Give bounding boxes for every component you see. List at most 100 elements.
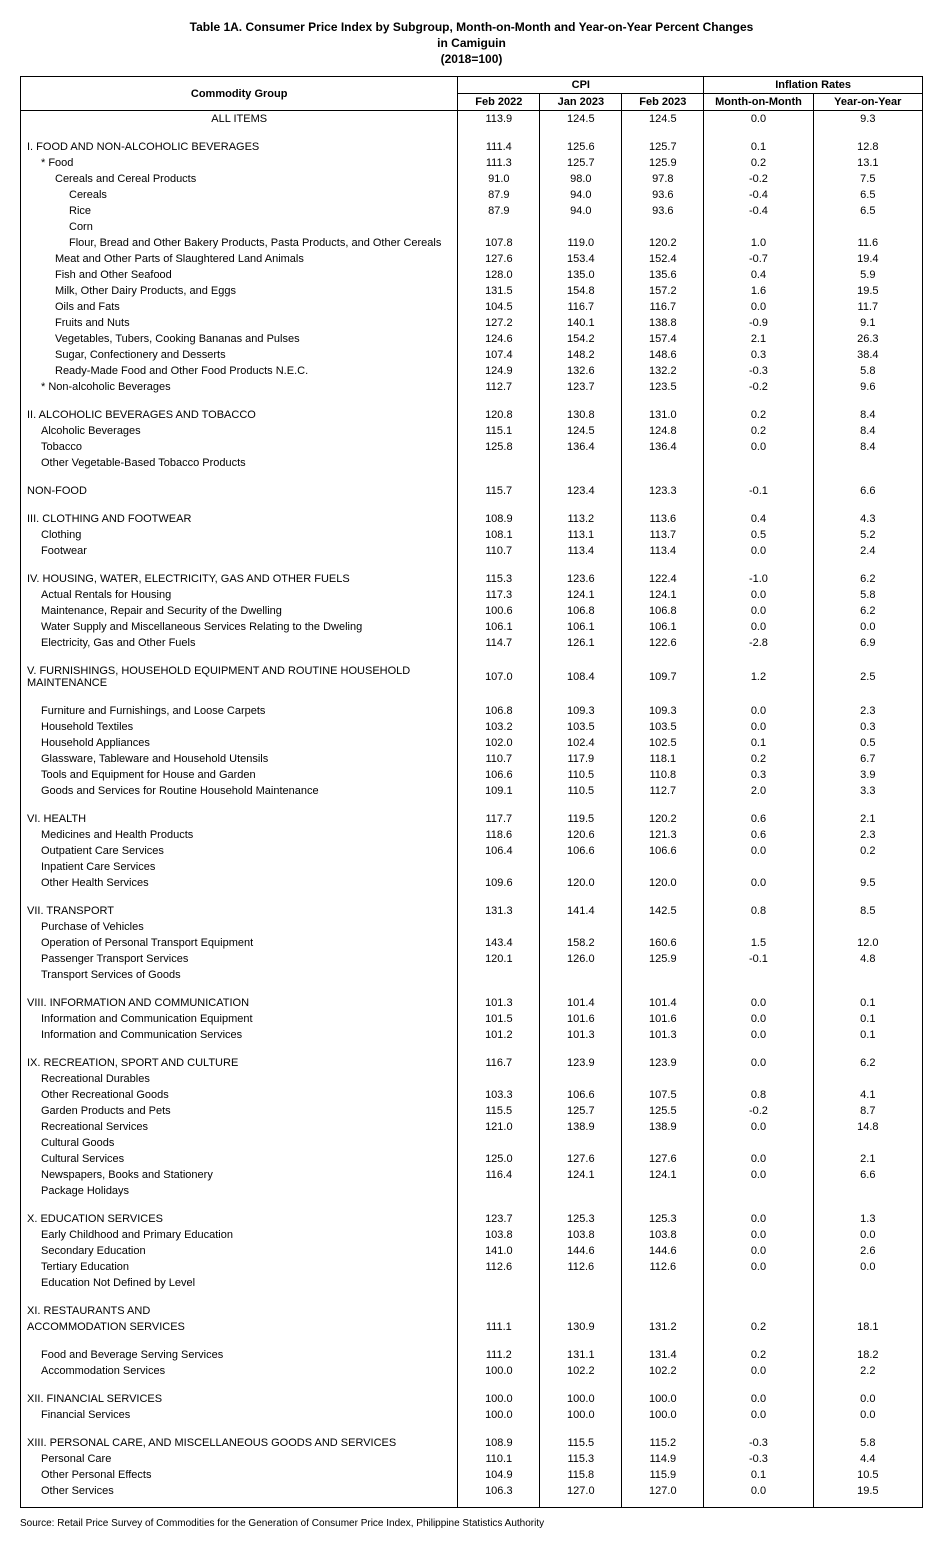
row-value <box>704 967 813 983</box>
table-row: Glassware, Tableware and Household Utens… <box>21 751 923 767</box>
row-value: 127.6 <box>622 1151 704 1167</box>
row-value: 141.0 <box>458 1243 540 1259</box>
row-value: 125.3 <box>622 1211 704 1227</box>
row-value: 110.8 <box>622 767 704 783</box>
table-row: Tobacco125.8136.4136.40.08.4 <box>21 439 923 455</box>
table-row <box>21 499 923 511</box>
table-row: Other Health Services109.6120.0120.00.09… <box>21 875 923 891</box>
row-label: II. ALCOHOLIC BEVERAGES AND TOBACCO <box>21 407 458 423</box>
row-value: 116.7 <box>458 1055 540 1071</box>
row-value: 158.2 <box>540 935 622 951</box>
row-label: Recreational Services <box>21 1119 458 1135</box>
row-value: 107.5 <box>622 1087 704 1103</box>
row-value: 9.3 <box>813 111 922 128</box>
row-label: Recreational Durables <box>21 1071 458 1087</box>
row-value: 19.5 <box>813 283 922 299</box>
row-value: 19.4 <box>813 251 922 267</box>
row-value: 113.7 <box>622 527 704 543</box>
row-value: 131.5 <box>458 283 540 299</box>
row-value: 6.5 <box>813 203 922 219</box>
table-row: II. ALCOHOLIC BEVERAGES AND TOBACCO120.8… <box>21 407 923 423</box>
row-value: 0.0 <box>704 995 813 1011</box>
table-row: * Non-alcoholic Beverages112.7123.7123.5… <box>21 379 923 395</box>
row-value: 0.3 <box>813 719 922 735</box>
row-value <box>622 455 704 471</box>
row-value: 160.6 <box>622 935 704 951</box>
row-value: 0.0 <box>704 1227 813 1243</box>
row-value: 108.9 <box>458 511 540 527</box>
row-label: VII. TRANSPORT <box>21 903 458 919</box>
row-value: 104.9 <box>458 1467 540 1483</box>
row-value: 5.9 <box>813 267 922 283</box>
row-value: 153.4 <box>540 251 622 267</box>
row-label: IX. RECREATION, SPORT AND CULTURE <box>21 1055 458 1071</box>
row-value: 0.0 <box>704 543 813 559</box>
table-row: Household Appliances102.0102.4102.50.10.… <box>21 735 923 751</box>
row-value: 0.0 <box>704 875 813 891</box>
row-value: 9.6 <box>813 379 922 395</box>
row-value <box>813 1071 922 1087</box>
row-value <box>704 455 813 471</box>
row-label: Cereals and Cereal Products <box>21 171 458 187</box>
row-value: 125.9 <box>622 155 704 171</box>
row-value: 125.5 <box>622 1103 704 1119</box>
col-commodity-group: Commodity Group <box>21 77 458 111</box>
row-value: 1.5 <box>704 935 813 951</box>
table-row: Recreational Durables <box>21 1071 923 1087</box>
row-value: 0.1 <box>813 1027 922 1043</box>
row-value: 102.2 <box>540 1363 622 1379</box>
row-label: Fish and Other Seafood <box>21 267 458 283</box>
row-value: 125.8 <box>458 439 540 455</box>
row-value: 130.9 <box>540 1319 622 1335</box>
row-value: 120.1 <box>458 951 540 967</box>
row-value: 106.1 <box>622 619 704 635</box>
row-value: 135.6 <box>622 267 704 283</box>
row-value: 87.9 <box>458 203 540 219</box>
row-value: 94.0 <box>540 203 622 219</box>
row-label: Financial Services <box>21 1407 458 1423</box>
row-value: 13.1 <box>813 155 922 171</box>
table-row: Package Holidays <box>21 1183 923 1199</box>
row-value: 38.4 <box>813 347 922 363</box>
row-value: -0.1 <box>704 483 813 499</box>
table-row: Newspapers, Books and Stationery116.4124… <box>21 1167 923 1183</box>
row-value: 11.6 <box>813 235 922 251</box>
row-label: Accommodation Services <box>21 1363 458 1379</box>
row-label: Package Holidays <box>21 1183 458 1199</box>
table-row: Other Vegetable-Based Tobacco Products <box>21 455 923 471</box>
row-value: 130.8 <box>540 407 622 423</box>
row-value <box>622 1071 704 1087</box>
row-value: 8.4 <box>813 439 922 455</box>
row-value: 0.3 <box>704 347 813 363</box>
row-label: Cereals <box>21 187 458 203</box>
row-value: 115.3 <box>540 1451 622 1467</box>
table-row: Oils and Fats104.5116.7116.70.011.7 <box>21 299 923 315</box>
row-value: 131.0 <box>622 407 704 423</box>
row-value: 106.1 <box>458 619 540 635</box>
row-label: IV. HOUSING, WATER, ELECTRICITY, GAS AND… <box>21 571 458 587</box>
row-label: Medicines and Health Products <box>21 827 458 843</box>
row-value <box>540 219 622 235</box>
row-label: III. CLOTHING AND FOOTWEAR <box>21 511 458 527</box>
row-value: 0.0 <box>704 1483 813 1508</box>
row-label: Flour, Bread and Other Bakery Products, … <box>21 235 458 251</box>
row-value: -0.4 <box>704 203 813 219</box>
col-feb23: Feb 2023 <box>622 94 704 111</box>
row-value: 148.2 <box>540 347 622 363</box>
row-value: 6.7 <box>813 751 922 767</box>
row-value: 120.0 <box>540 875 622 891</box>
row-value <box>704 859 813 875</box>
row-value: 106.1 <box>540 619 622 635</box>
row-value: 128.0 <box>458 267 540 283</box>
table-row: Cultural Services125.0127.6127.60.02.1 <box>21 1151 923 1167</box>
row-value: 100.0 <box>540 1407 622 1423</box>
row-value: 0.6 <box>704 811 813 827</box>
row-value: 118.6 <box>458 827 540 843</box>
row-value: 100.0 <box>622 1407 704 1423</box>
row-value <box>540 919 622 935</box>
row-value: 131.4 <box>622 1347 704 1363</box>
row-value: 108.1 <box>458 527 540 543</box>
row-value <box>540 967 622 983</box>
row-value: 114.9 <box>622 1451 704 1467</box>
row-value: 126.1 <box>540 635 622 651</box>
